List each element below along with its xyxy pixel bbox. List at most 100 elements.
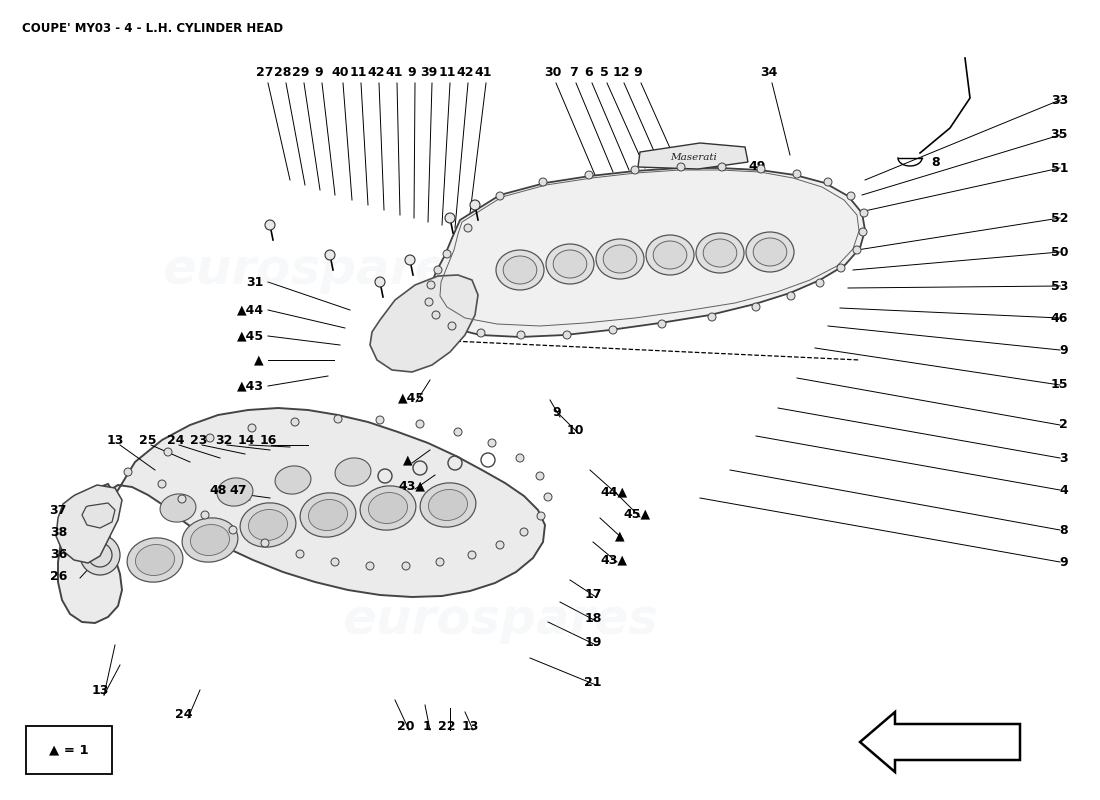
Circle shape <box>563 331 571 339</box>
Text: 15: 15 <box>1050 378 1068 391</box>
Ellipse shape <box>275 466 311 494</box>
Ellipse shape <box>703 239 737 267</box>
Text: 10: 10 <box>566 423 584 437</box>
Ellipse shape <box>553 250 586 278</box>
Circle shape <box>752 303 760 311</box>
Text: ▲: ▲ <box>404 454 412 466</box>
Circle shape <box>261 539 270 547</box>
Ellipse shape <box>596 239 644 279</box>
Circle shape <box>375 277 385 287</box>
Circle shape <box>537 512 544 520</box>
Circle shape <box>793 170 801 178</box>
Circle shape <box>434 266 442 274</box>
Ellipse shape <box>646 235 694 275</box>
Circle shape <box>265 220 275 230</box>
Ellipse shape <box>503 256 537 284</box>
Text: 28: 28 <box>274 66 292 79</box>
Text: 46: 46 <box>1050 311 1068 325</box>
Circle shape <box>757 165 764 173</box>
Text: ▲45: ▲45 <box>398 391 426 405</box>
Ellipse shape <box>754 238 786 266</box>
Circle shape <box>446 213 455 223</box>
Ellipse shape <box>496 250 544 290</box>
Text: 41: 41 <box>474 66 492 79</box>
Ellipse shape <box>368 493 407 523</box>
Circle shape <box>331 558 339 566</box>
Ellipse shape <box>360 486 416 530</box>
Polygon shape <box>638 143 748 169</box>
Text: 44▲: 44▲ <box>601 486 628 498</box>
Circle shape <box>201 511 209 519</box>
Circle shape <box>443 250 451 258</box>
Text: 36: 36 <box>50 549 67 562</box>
Circle shape <box>544 493 552 501</box>
Text: 33: 33 <box>1050 94 1068 106</box>
Circle shape <box>178 495 186 503</box>
Circle shape <box>536 472 544 480</box>
Text: 47: 47 <box>229 483 246 497</box>
Circle shape <box>676 163 685 171</box>
Text: 32: 32 <box>216 434 233 447</box>
Ellipse shape <box>696 233 744 273</box>
Circle shape <box>376 416 384 424</box>
Circle shape <box>847 192 855 200</box>
Circle shape <box>468 551 476 559</box>
Text: 27: 27 <box>256 66 274 79</box>
Text: 48: 48 <box>209 483 227 497</box>
Text: eurospares: eurospares <box>162 246 478 294</box>
Ellipse shape <box>336 458 371 486</box>
Circle shape <box>470 200 480 210</box>
Circle shape <box>366 562 374 570</box>
Text: 41: 41 <box>385 66 403 79</box>
Text: 38: 38 <box>50 526 67 538</box>
Text: 7: 7 <box>569 66 578 79</box>
Polygon shape <box>82 503 116 528</box>
Text: 18: 18 <box>584 611 602 625</box>
Circle shape <box>158 480 166 488</box>
Text: 16: 16 <box>260 434 277 447</box>
Text: 2: 2 <box>1059 418 1068 431</box>
Circle shape <box>229 526 236 534</box>
Circle shape <box>539 178 547 186</box>
Circle shape <box>324 250 336 260</box>
Circle shape <box>496 192 504 200</box>
Text: 9: 9 <box>1059 343 1068 357</box>
Circle shape <box>496 541 504 549</box>
Ellipse shape <box>429 490 468 521</box>
Ellipse shape <box>420 483 476 527</box>
Circle shape <box>164 448 172 456</box>
Text: 21: 21 <box>584 675 602 689</box>
Circle shape <box>631 166 639 174</box>
Text: 6: 6 <box>585 66 593 79</box>
Circle shape <box>859 228 867 236</box>
Text: 25: 25 <box>140 434 156 447</box>
Circle shape <box>436 558 444 566</box>
Text: 30: 30 <box>544 66 562 79</box>
Ellipse shape <box>653 241 686 269</box>
Ellipse shape <box>217 478 253 506</box>
Circle shape <box>334 415 342 423</box>
Circle shape <box>718 163 726 171</box>
Circle shape <box>516 454 524 462</box>
Circle shape <box>609 326 617 334</box>
Text: 45▲: 45▲ <box>624 507 650 521</box>
Text: 43▲: 43▲ <box>601 554 627 566</box>
Circle shape <box>824 178 832 186</box>
Circle shape <box>517 331 525 339</box>
Text: 3: 3 <box>1059 451 1068 465</box>
Circle shape <box>248 424 256 432</box>
Circle shape <box>427 281 434 289</box>
Text: 26: 26 <box>50 570 67 583</box>
Circle shape <box>416 420 424 428</box>
Text: ▲43: ▲43 <box>236 379 264 393</box>
Circle shape <box>80 535 120 575</box>
Circle shape <box>786 292 795 300</box>
Circle shape <box>454 428 462 436</box>
Ellipse shape <box>240 503 296 547</box>
Circle shape <box>296 550 304 558</box>
Circle shape <box>88 543 112 567</box>
Circle shape <box>852 246 861 254</box>
Text: 50: 50 <box>1050 246 1068 258</box>
Ellipse shape <box>746 232 794 272</box>
Circle shape <box>464 224 472 232</box>
